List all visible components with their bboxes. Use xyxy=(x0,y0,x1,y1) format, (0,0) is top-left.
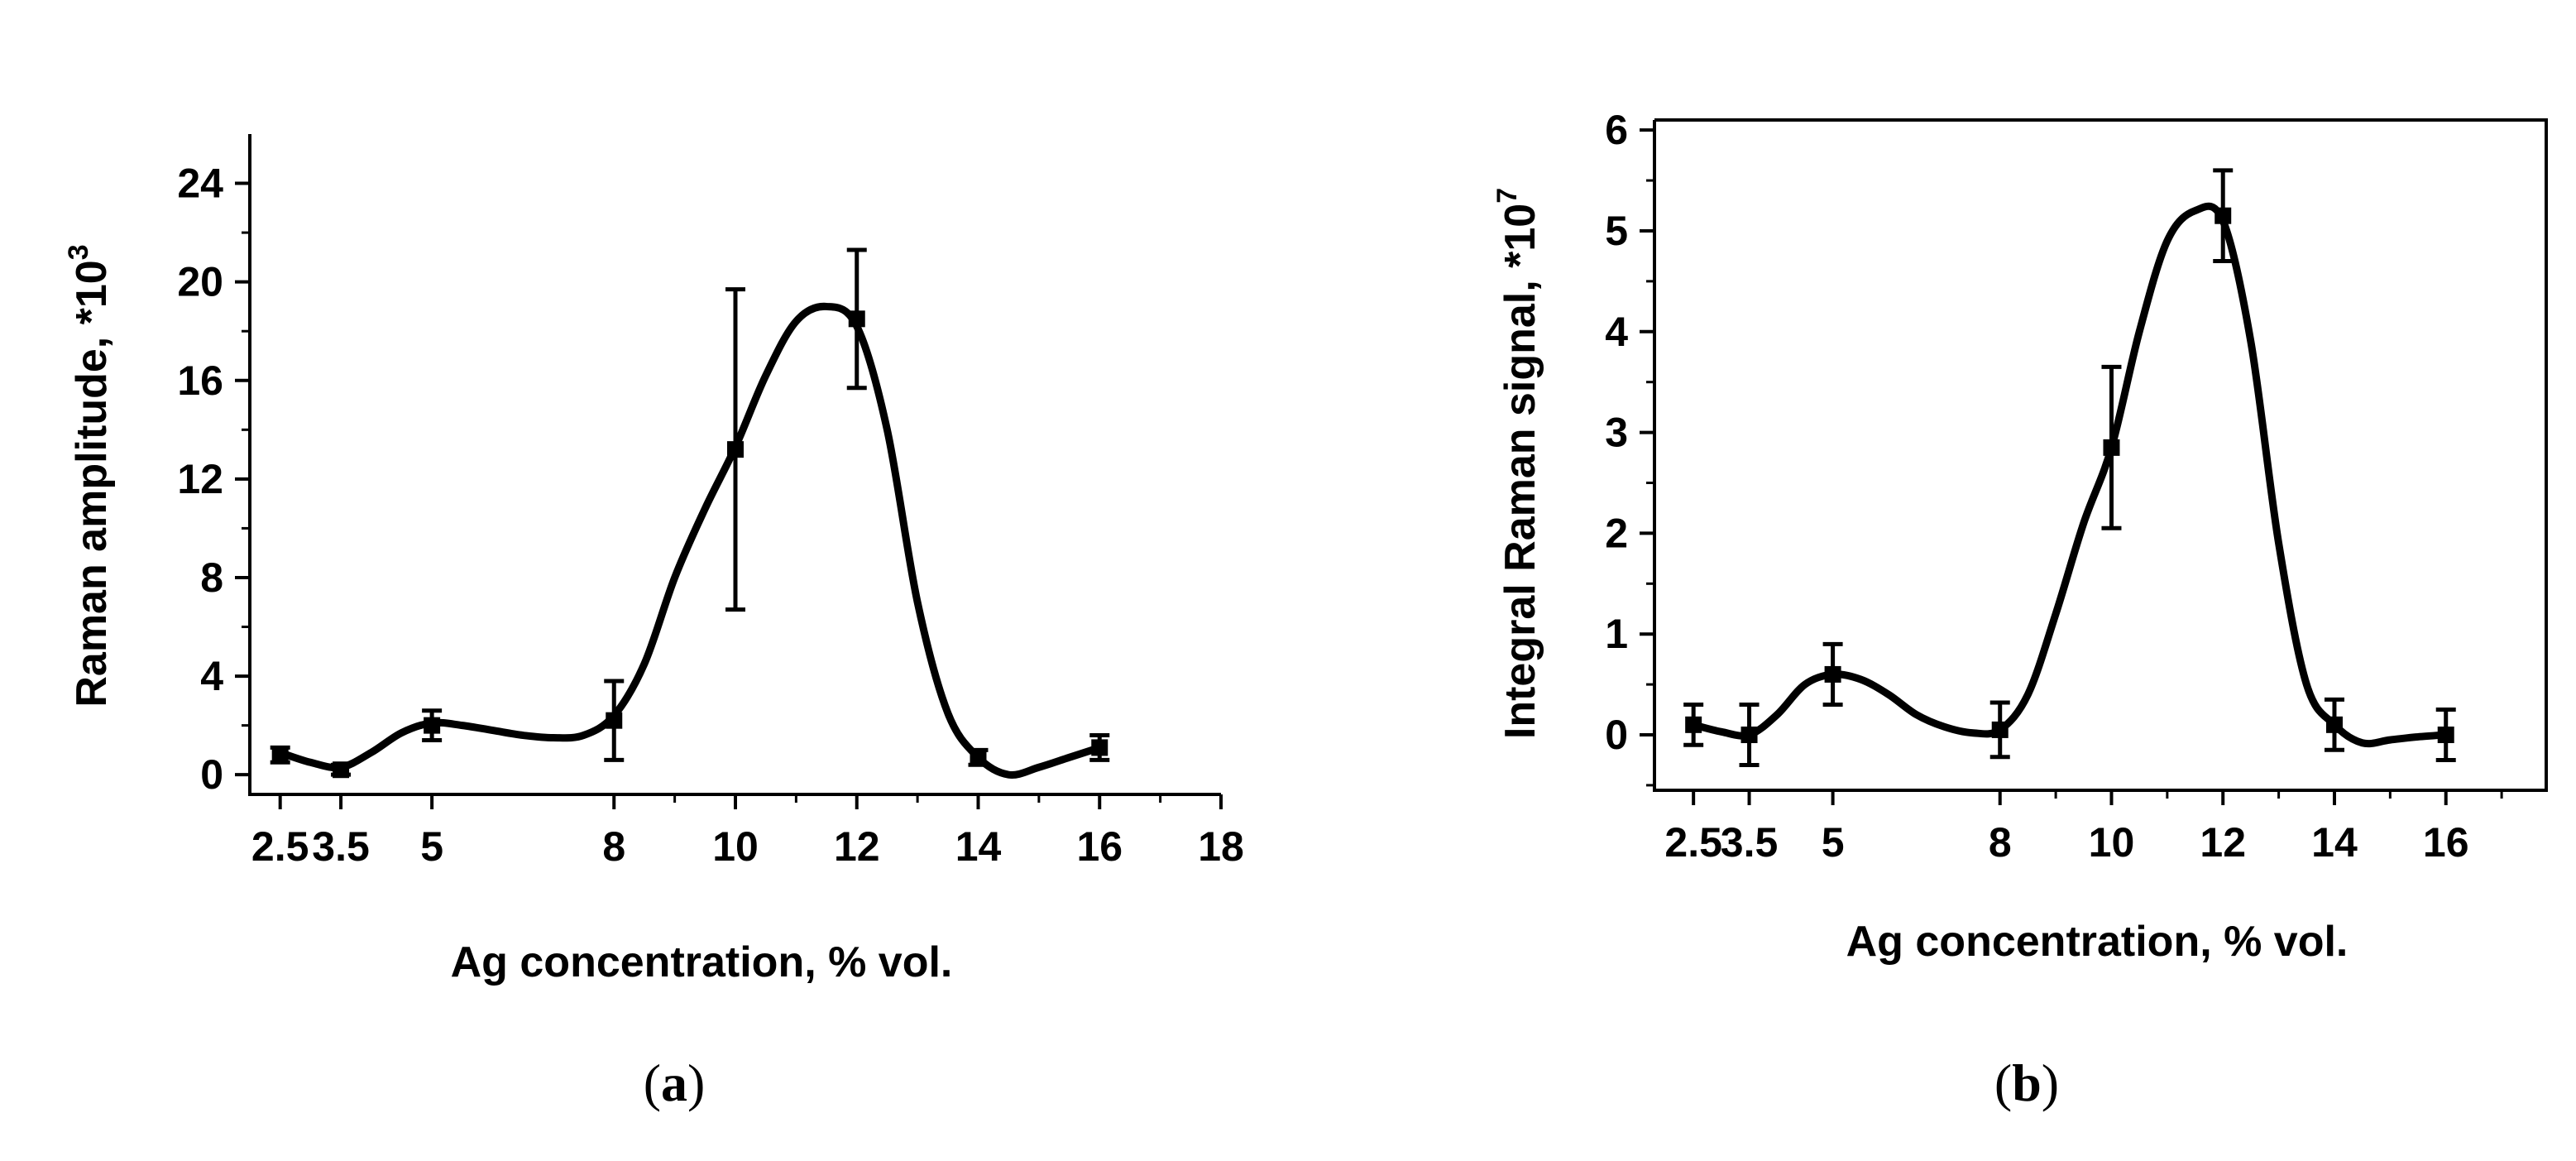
panel-a-y-axis-title: Raman amplitude, *103 xyxy=(63,244,116,707)
panel-b-axis-frame xyxy=(1653,118,2548,792)
panel-b-y-axis-exponent: 7 xyxy=(1491,188,1523,204)
y-tick-label: 3 xyxy=(1605,410,1628,456)
point-marker xyxy=(1740,727,1758,744)
data-point xyxy=(422,708,443,742)
x-tick-label: 12 xyxy=(834,823,880,870)
data-point xyxy=(2435,708,2456,762)
panel-a-y-axis-exponent: 3 xyxy=(63,244,94,260)
x-tick-label: 16 xyxy=(1076,823,1123,870)
x-tick-label: 3.5 xyxy=(312,823,370,870)
x-tick-label: 12 xyxy=(2200,819,2246,866)
panel-b-x-ticks: 2.53.5 5 8 10 12 14 16 xyxy=(1664,790,2503,866)
data-point xyxy=(1739,702,1760,768)
data-point xyxy=(968,747,989,767)
point-marker xyxy=(970,749,987,766)
panel-b-y-axis-title: Integral Raman signal, *107 xyxy=(1491,188,1544,739)
y-tick-label: 0 xyxy=(1605,712,1628,758)
point-marker xyxy=(2214,207,2232,224)
point-marker xyxy=(1824,665,1841,683)
data-point xyxy=(1989,700,2010,760)
panel-b-fit-curve xyxy=(1689,202,2450,748)
data-point xyxy=(725,287,745,612)
point-marker xyxy=(2325,716,2343,733)
panel-a-axis-frame xyxy=(248,134,1221,796)
y-tick-label: 12 xyxy=(177,456,223,502)
data-point xyxy=(2213,168,2234,264)
y-tick-label: 8 xyxy=(200,554,223,601)
panel-b-label: (b) xyxy=(1994,1053,2059,1112)
panel-a-label-letter: a xyxy=(661,1053,687,1112)
panel-b-label-letter: b xyxy=(2012,1053,2042,1112)
point-marker xyxy=(606,712,623,729)
panel-a-x-axis-title: Ag concentration, % vol. xyxy=(451,938,953,986)
point-marker xyxy=(424,717,441,734)
y-tick-label: 6 xyxy=(1605,107,1628,153)
data-point xyxy=(604,679,625,762)
y-tick-label: 24 xyxy=(177,161,223,207)
data-point xyxy=(1683,702,1704,747)
y-tick-label: 5 xyxy=(1605,208,1628,254)
data-point xyxy=(2101,364,2122,530)
data-point xyxy=(846,247,867,391)
x-tick-label: 2.5 xyxy=(1664,819,1722,866)
panel-b-y-ticks: 0 1 2 3 4 5 6 xyxy=(1605,107,1654,787)
panel-b-y-axis-title-text: Integral Raman signal, *10 xyxy=(1496,204,1544,739)
x-tick-label: 18 xyxy=(1198,823,1244,870)
panel-b-fit-line xyxy=(1689,202,2450,748)
point-marker xyxy=(2103,439,2120,456)
x-tick-label: 5 xyxy=(1822,819,1845,866)
panel-a-x-ticks: 2.5 3.5 5 8 10 12 14 16 18 xyxy=(251,794,1244,870)
panel-b-x-axis-title: Ag concentration, % vol. xyxy=(1846,918,2349,966)
data-point xyxy=(1822,641,1843,707)
point-marker xyxy=(848,310,865,328)
y-tick-label: 0 xyxy=(200,751,223,798)
point-marker xyxy=(333,761,350,779)
y-tick-label: 4 xyxy=(1605,309,1628,355)
panel-b-axes xyxy=(1653,118,2548,792)
point-marker xyxy=(1091,739,1108,756)
x-tick-label: 10 xyxy=(712,823,759,870)
x-tick-label: 3.5 xyxy=(1721,819,1779,866)
panel-a-y-axis-title-text: Raman amplitude, *10 xyxy=(68,260,116,707)
panel-a-fit-line xyxy=(276,302,1104,779)
point-marker xyxy=(727,441,744,458)
data-point xyxy=(270,745,290,765)
y-tick-label: 20 xyxy=(177,259,223,305)
point-marker xyxy=(2437,727,2454,744)
x-tick-label: 8 xyxy=(602,823,625,870)
point-marker xyxy=(1685,716,1702,733)
y-tick-label: 4 xyxy=(200,653,223,699)
panel-b-data-points xyxy=(1683,168,2456,768)
panel-a-data-points xyxy=(270,247,1110,779)
data-point xyxy=(1089,733,1110,762)
y-tick-label: 1 xyxy=(1605,611,1628,657)
panel-a-fit-curve xyxy=(276,302,1104,779)
x-tick-label: 14 xyxy=(955,823,1002,870)
x-tick-label: 10 xyxy=(2089,819,2135,866)
x-tick-label: 8 xyxy=(1989,819,2012,866)
data-point xyxy=(331,761,352,779)
data-point xyxy=(2324,697,2344,752)
point-marker xyxy=(1991,721,2009,738)
x-tick-label: 14 xyxy=(2311,819,2358,866)
y-tick-label: 16 xyxy=(177,357,223,404)
panel-a-y-ticks: 0 4 8 12 16 20 24 xyxy=(177,161,250,798)
x-tick-label: 16 xyxy=(2423,819,2469,866)
panel-a-axes xyxy=(248,134,1221,796)
y-tick-label: 2 xyxy=(1605,510,1628,556)
point-marker xyxy=(271,746,289,764)
panel-a-label: (a) xyxy=(644,1053,706,1112)
x-tick-label: 5 xyxy=(420,823,443,870)
panel-a: 2.5 3.5 5 8 10 12 14 16 18 0 4 8 12 16 20 24 Ag concen… xyxy=(63,134,1244,1112)
x-tick-label: 2.5 xyxy=(251,823,309,870)
